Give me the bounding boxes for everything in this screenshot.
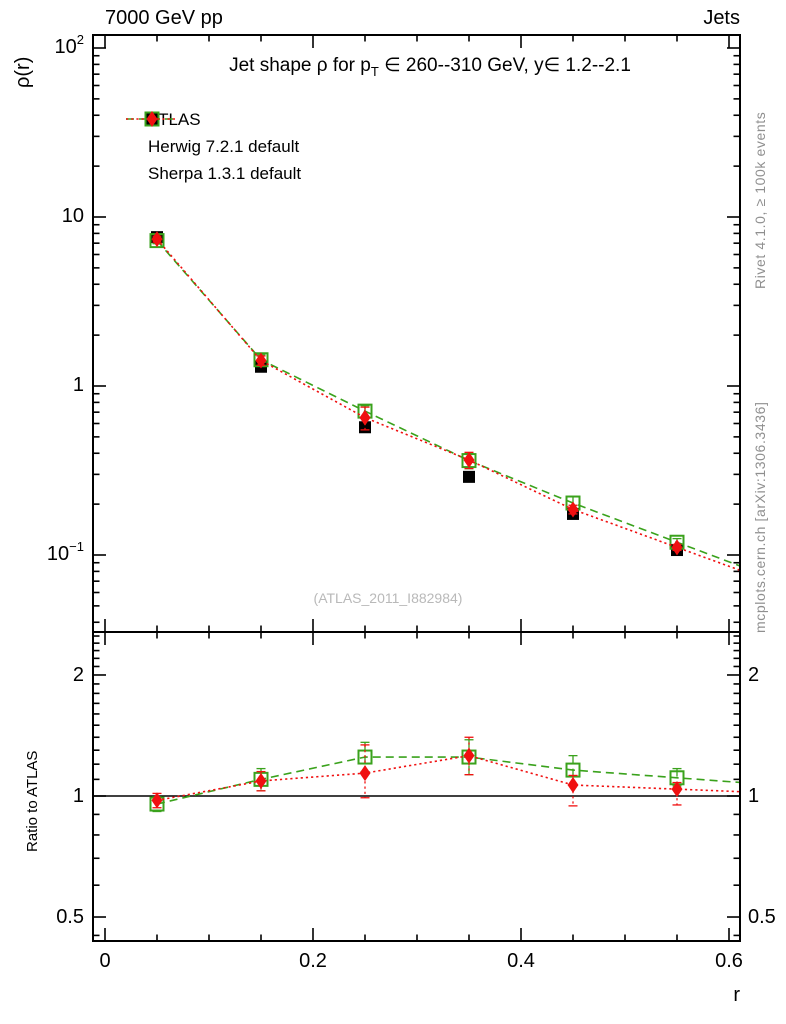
sherpa-ratio-series <box>151 736 740 809</box>
process-label: Jets <box>703 7 740 29</box>
plot-title: Jet shape ρ for pT ∈ 260--310 GeV, y∈ 1.… <box>120 54 740 84</box>
ratio-y-tick-label-right: 2 <box>748 663 760 686</box>
beam-energy-label: 7000 GeV pp <box>105 7 223 29</box>
main-y-tick-label: 1 <box>72 374 84 396</box>
ratio-y-tick-label-left: 1 <box>72 785 84 807</box>
main-y-axis-title: ρ(r) <box>12 56 34 88</box>
legend-label-sherpa: Sherpa 1.3.1 default <box>148 163 302 183</box>
legend-row-herwig: Herwig 7.2.1 default <box>124 111 301 160</box>
ratio-y-tick-label-right: 0.5 <box>748 906 776 928</box>
legend: ATLAS Herwig 7.2.1 default Sherpa 1.3.1 … <box>124 106 301 187</box>
ratio-panel-frame <box>92 631 741 942</box>
sherpa-main-series <box>151 231 740 572</box>
herwig-main-series <box>149 233 740 567</box>
main-y-tick-label: 10 <box>61 205 84 227</box>
x-tick-label: 0 <box>99 950 111 972</box>
ratio-y-tick-label-left: 0.5 <box>56 906 84 928</box>
analysis-id-watermark: (ATLAS_2011_I882984) <box>313 590 463 606</box>
atlas-main-series <box>151 231 683 557</box>
sherpa-legend-marker-icon <box>126 111 178 127</box>
herwig-ratio-series <box>149 739 740 813</box>
rivet-version-note: Rivet 4.1.0, ≥ 100k events <box>752 111 768 289</box>
ratio-y-tick-label-right: 1 <box>748 785 760 807</box>
ratio-y-tick-label-left: 2 <box>72 663 84 686</box>
x-tick-label: 0.6 <box>715 950 743 972</box>
main-y-tick-label: 10−1 <box>46 539 84 565</box>
x-tick-label: 0.4 <box>507 950 535 972</box>
plot-title-pre: Jet shape ρ for p <box>229 55 371 76</box>
legend-row-sherpa: Sherpa 1.3.1 default <box>124 111 302 187</box>
legend-label-herwig: Herwig 7.2.1 default <box>148 136 300 156</box>
main-y-tick-label: 102 <box>54 32 84 58</box>
plot-title-subscript: T <box>370 63 379 79</box>
mcplots-arxiv-note: mcplots.cern.ch [arXiv:1306.3436] <box>752 401 768 633</box>
plot-title-post: ∈ 260--310 GeV, y∈ 1.2--2.1 <box>378 55 631 76</box>
x-tick-label: 0.2 <box>299 950 327 972</box>
x-axis-title: r <box>733 984 740 1006</box>
